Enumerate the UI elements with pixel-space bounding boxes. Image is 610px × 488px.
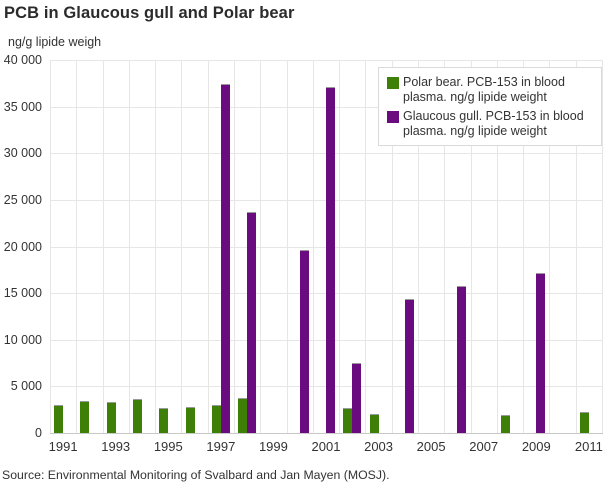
y-axis-label: 20 000 xyxy=(3,239,42,254)
glaucous-gull-bar-2009 xyxy=(536,272,546,433)
legend-label-polar-bear: Polar bear. PCB-153 in blood plasma. ng/… xyxy=(403,75,565,104)
polar-bear-bar-1991 xyxy=(54,405,64,433)
x-axis-label: 1999 xyxy=(258,439,288,454)
legend-label-glaucous-gull: Glaucous gull. PCB-153 in blood plasma. … xyxy=(403,109,584,138)
x-axis-label: 2007 xyxy=(469,439,499,454)
glaucous-gull-bar-1997 xyxy=(220,84,230,433)
glaucous-gull-bar-2006 xyxy=(457,285,467,433)
x-axis-label: 1993 xyxy=(101,439,131,454)
glaucous-gull-bar-2004 xyxy=(404,298,414,433)
polar-bear-bar-1998 xyxy=(238,398,248,433)
x-axis-label: 1997 xyxy=(206,439,236,454)
x-axis-line xyxy=(50,433,603,434)
polar-bear-bar-1992 xyxy=(80,401,90,433)
x-axis-label: 2005 xyxy=(416,439,446,454)
x-axis-label: 1991 xyxy=(48,439,78,454)
glaucous-gull-bar-1998 xyxy=(247,211,257,433)
gridline-vertical xyxy=(602,60,603,433)
polar-bear-swatch-icon xyxy=(387,77,399,89)
polar-bear-bar-2002 xyxy=(343,407,353,433)
legend: Polar bear. PCB-153 in blood plasma. ng/… xyxy=(378,67,602,146)
x-axis-label: 2001 xyxy=(311,439,341,454)
x-axis-label: 2003 xyxy=(364,439,394,454)
glaucous-gull-bar-2001 xyxy=(326,87,335,433)
gridline-horizontal xyxy=(50,60,602,61)
y-axis-label: 35 000 xyxy=(3,99,42,114)
y-axis-label: 30 000 xyxy=(3,146,42,161)
glaucous-gull-swatch-icon xyxy=(387,111,399,123)
y-axis-label: 10 000 xyxy=(3,332,42,347)
polar-bear-bar-2003 xyxy=(369,414,379,433)
polar-bear-bar-2011 xyxy=(579,412,589,433)
polar-bear-bar-1994 xyxy=(133,399,142,433)
polar-bear-bar-1996 xyxy=(185,406,195,433)
polar-bear-bar-2008 xyxy=(501,415,510,433)
polar-bear-bar-1995 xyxy=(159,407,169,433)
legend-item-polar-bear[interactable]: Polar bear. PCB-153 in blood plasma. ng/… xyxy=(387,75,595,105)
x-axis-label: 2009 xyxy=(521,439,551,454)
x-axis-label: 1995 xyxy=(153,439,183,454)
source-note: Source: Environmental Monitoring of Sval… xyxy=(2,468,390,482)
chart-title: PCB in Glaucous gull and Polar bear xyxy=(4,4,295,22)
polar-bear-bar-1993 xyxy=(106,402,116,433)
glaucous-gull-bar-2002 xyxy=(352,363,362,433)
glaucous-gull-bar-2000 xyxy=(299,250,309,433)
x-axis-label: 2011 xyxy=(574,439,603,454)
y-axis-unit-label: ng/g lipide weigh xyxy=(8,35,102,49)
y-axis-label: 0 xyxy=(35,426,42,440)
y-axis-label: 25 000 xyxy=(3,192,42,207)
legend-item-glaucous-gull[interactable]: Glaucous gull. PCB-153 in blood plasma. … xyxy=(387,109,595,139)
y-axis-label: 40 000 xyxy=(3,53,42,67)
polar-bear-bar-1997 xyxy=(211,405,221,433)
y-axis-label: 15 000 xyxy=(3,286,42,301)
y-axis-label: 5 000 xyxy=(10,379,42,394)
